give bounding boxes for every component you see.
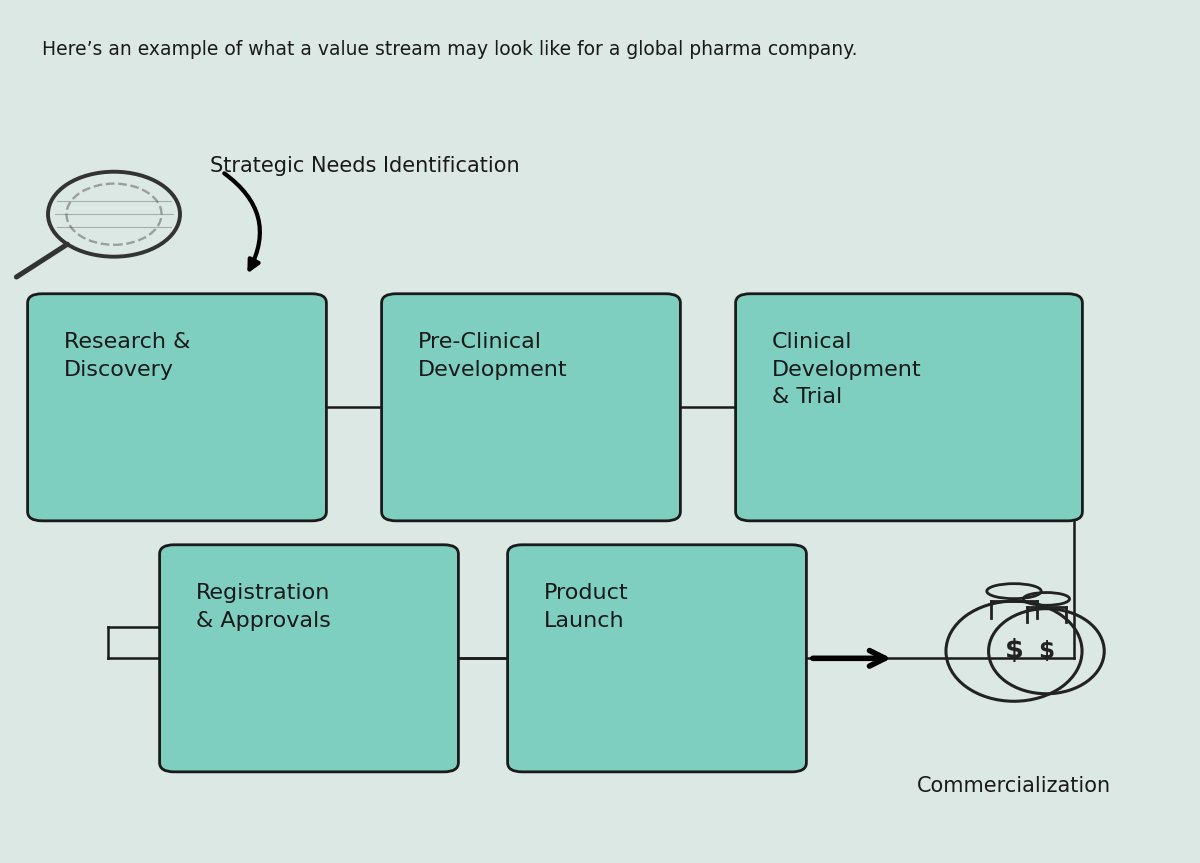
Text: $: $ [1038, 639, 1055, 663]
Text: Strategic Needs Identification: Strategic Needs Identification [210, 156, 520, 176]
Text: Pre-Clinical
Development: Pre-Clinical Development [418, 332, 568, 380]
Text: Research &
Discovery: Research & Discovery [64, 332, 190, 380]
FancyBboxPatch shape [160, 545, 458, 772]
Text: Registration
& Approvals: Registration & Approvals [196, 583, 330, 631]
FancyBboxPatch shape [28, 293, 326, 521]
FancyBboxPatch shape [382, 293, 680, 521]
Text: Product
Launch: Product Launch [544, 583, 629, 631]
Text: Here’s an example of what a value stream may look like for a global pharma compa: Here’s an example of what a value stream… [42, 41, 858, 60]
Text: $: $ [1004, 639, 1024, 665]
FancyBboxPatch shape [736, 293, 1082, 521]
Text: Commercialization: Commercialization [917, 776, 1111, 796]
FancyBboxPatch shape [508, 545, 806, 772]
Text: Clinical
Development
& Trial: Clinical Development & Trial [772, 332, 922, 406]
